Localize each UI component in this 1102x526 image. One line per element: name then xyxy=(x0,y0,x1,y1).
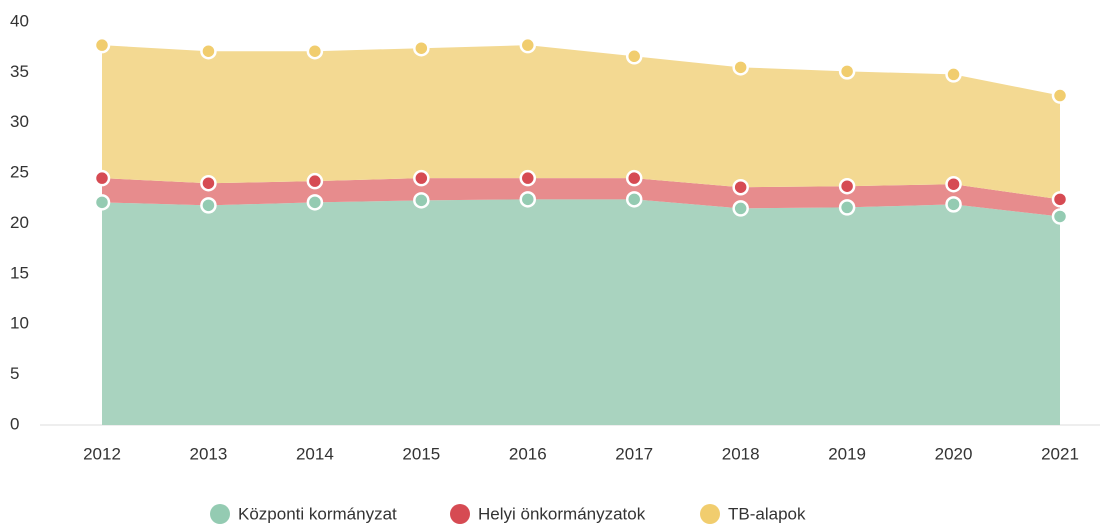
x-tick-label: 2016 xyxy=(509,444,547,463)
area xyxy=(102,178,1060,217)
marker xyxy=(732,200,749,217)
marker xyxy=(93,194,111,211)
marker xyxy=(200,174,217,192)
marker xyxy=(519,36,537,54)
marker xyxy=(945,175,962,193)
legend-marker xyxy=(700,504,720,524)
x-tick-label: 2020 xyxy=(935,444,973,463)
marker xyxy=(519,191,537,208)
marker xyxy=(1051,191,1069,208)
x-tick-label: 2013 xyxy=(190,444,228,463)
marker xyxy=(1051,87,1069,104)
x-tick-label: 2012 xyxy=(83,444,121,463)
legend-marker xyxy=(210,504,230,524)
marker xyxy=(200,42,217,60)
x-tick-label: 2019 xyxy=(828,444,866,463)
marker xyxy=(945,66,962,83)
y-tick-label: 20 xyxy=(10,213,29,232)
marker xyxy=(625,48,643,65)
marker xyxy=(306,172,324,190)
marker xyxy=(838,63,856,80)
marker xyxy=(413,169,430,187)
marker xyxy=(1051,208,1069,225)
x-tick-label: 2015 xyxy=(402,444,440,463)
marker xyxy=(838,177,856,195)
marker xyxy=(306,194,324,211)
marker xyxy=(519,169,537,187)
marker xyxy=(413,39,430,57)
marker xyxy=(413,192,430,209)
y-tick-label: 35 xyxy=(10,62,29,81)
x-tick-label: 2021 xyxy=(1041,444,1079,463)
y-tick-label: 0 xyxy=(10,414,19,433)
legend-label: Központi kormányzat xyxy=(238,504,397,523)
y-tick-label: 30 xyxy=(10,112,29,131)
legend-label: Helyi önkormányzatok xyxy=(478,504,646,523)
y-tick-label: 15 xyxy=(10,263,29,282)
area xyxy=(102,199,1060,425)
marker xyxy=(625,191,643,208)
x-tick-label: 2018 xyxy=(722,444,760,463)
y-tick-label: 40 xyxy=(10,11,29,30)
y-tick-label: 25 xyxy=(10,163,29,182)
y-tick-label: 5 xyxy=(10,364,19,383)
marker xyxy=(93,36,111,54)
marker xyxy=(838,199,856,216)
x-tick-label: 2017 xyxy=(615,444,653,463)
marker xyxy=(625,169,643,187)
y-tick-label: 10 xyxy=(10,314,29,333)
marker xyxy=(732,178,749,196)
marker xyxy=(200,197,217,214)
legend-marker xyxy=(450,504,470,524)
marker xyxy=(732,59,749,76)
area xyxy=(102,45,1060,200)
x-tick-label: 2014 xyxy=(296,444,334,463)
marker xyxy=(945,196,962,213)
marker xyxy=(306,42,324,60)
marker xyxy=(93,169,111,187)
legend-label: TB-alapok xyxy=(728,504,806,523)
